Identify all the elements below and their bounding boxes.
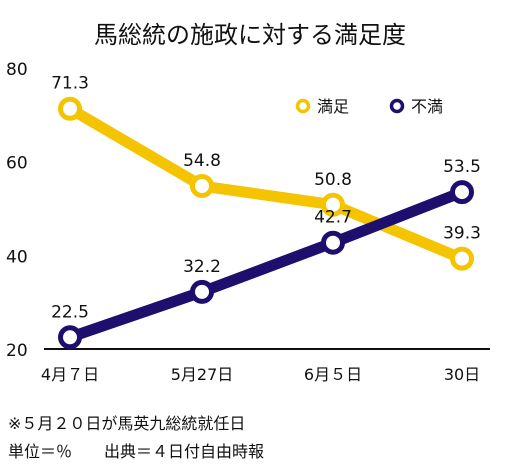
data-point-dissatisfied-1 xyxy=(190,279,214,304)
data-label-dissatisfied-1: 32.2 xyxy=(183,257,221,277)
data-point-satisfied-3 xyxy=(450,246,474,271)
legend-label-satisfied: 満足 xyxy=(317,97,349,116)
data-label-dissatisfied-3: 53.5 xyxy=(443,157,481,177)
y-tick-label-1: 40 xyxy=(6,247,28,267)
data-label-satisfied-0: 71.3 xyxy=(51,74,89,94)
data-point-dissatisfied-3 xyxy=(450,180,474,205)
x-tick-label-2: 6月５日 xyxy=(304,365,362,384)
data-point-satisfied-0 xyxy=(58,96,82,121)
chart-title: 馬総統の施政に対する満足度 xyxy=(94,21,406,49)
series-line-satisfied xyxy=(64,103,468,265)
footnote-unit-source: 単位＝％ 出典＝４日付自由時報 xyxy=(8,442,265,461)
legend: 満足 不満 xyxy=(295,97,443,116)
x-tick-label-1: 5月27日 xyxy=(171,365,234,384)
series-line-dissatisfied xyxy=(64,186,468,343)
data-point-dissatisfied-0 xyxy=(58,325,82,350)
legend-marker-dissatisfied xyxy=(389,98,405,114)
axes: 20 40 60 80 4月７日 5月27日 6月５日 30日 xyxy=(6,60,490,384)
footnote-inauguration: ※５月２０日が馬英九総統就任日 xyxy=(8,414,246,433)
y-tick-label-0: 20 xyxy=(6,341,28,361)
data-point-satisfied-1 xyxy=(190,174,214,199)
series-layer: 71.3 54.8 50.8 39.3 22.5 32.2 42.7 53.5 xyxy=(51,74,481,350)
data-point-dissatisfied-2 xyxy=(321,230,345,255)
y-tick-label-3: 80 xyxy=(6,60,28,80)
data-label-satisfied-2: 50.8 xyxy=(314,170,352,190)
x-tick-label-3: 30日 xyxy=(444,365,480,384)
data-label-dissatisfied-0: 22.5 xyxy=(51,302,89,322)
data-label-satisfied-3: 39.3 xyxy=(443,224,481,244)
data-point-satisfied-2 xyxy=(321,192,345,217)
legend-label-dissatisfied: 不満 xyxy=(411,97,443,116)
data-label-dissatisfied-2: 42.7 xyxy=(314,208,352,228)
x-tick-label-0: 4月７日 xyxy=(41,365,99,384)
legend-marker-satisfied xyxy=(295,98,311,114)
y-tick-label-2: 60 xyxy=(6,154,28,174)
data-label-satisfied-1: 54.8 xyxy=(183,151,221,171)
